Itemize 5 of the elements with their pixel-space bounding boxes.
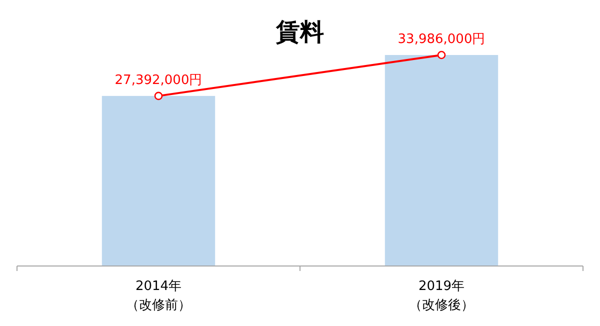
x-tick-label: 2019年（改修後） [409,279,474,313]
data-label: 27,392,000円 [114,72,202,88]
chart-title: 賃料 [275,18,324,46]
x-tick-label: 2014年（改修前） [126,279,191,313]
data-label: 33,986,000円 [398,32,486,47]
